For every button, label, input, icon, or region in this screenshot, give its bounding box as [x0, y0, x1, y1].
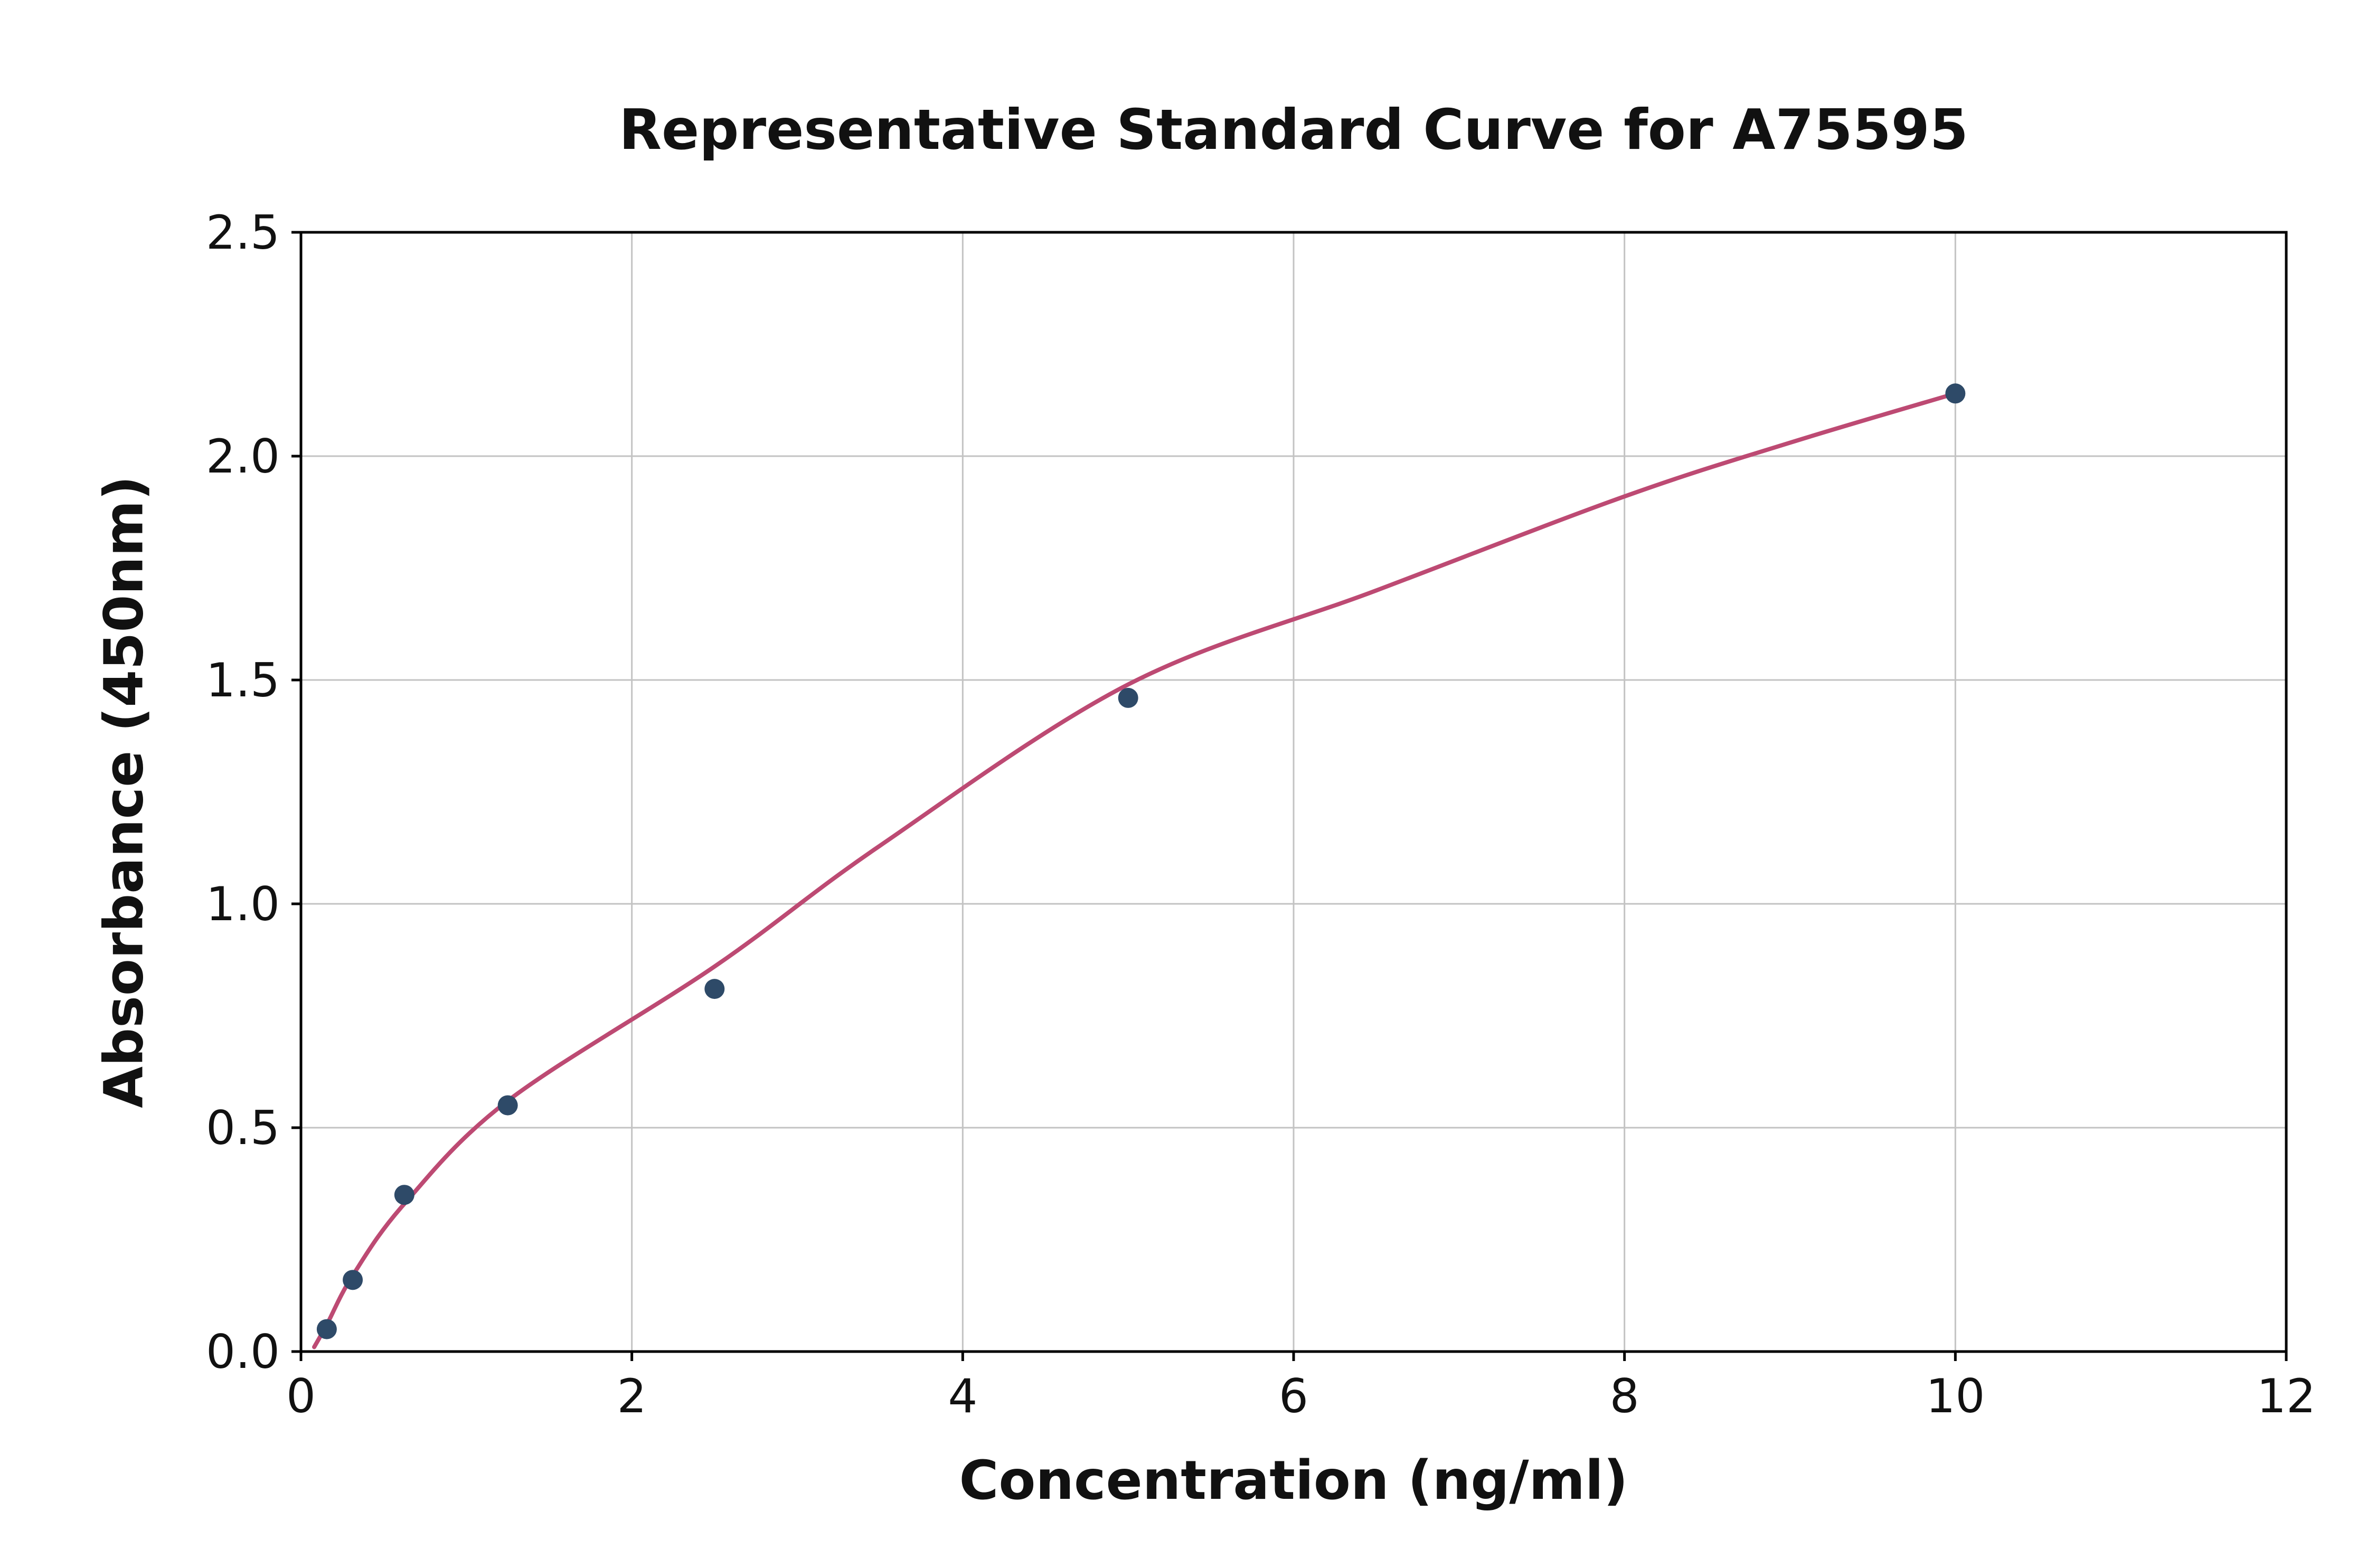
y-tick-label: 2.0 [206, 429, 280, 484]
x-tick-label: 8 [1610, 1369, 1639, 1423]
y-tick-label: 1.5 [206, 653, 280, 707]
y-tick-label: 1.0 [206, 877, 280, 931]
fit-curve [312, 391, 1958, 1349]
x-tick-label: 0 [286, 1369, 316, 1423]
data-point [1945, 383, 1966, 404]
x-tick-label: 2 [617, 1369, 647, 1423]
y-tick-label: 0.0 [206, 1325, 280, 1379]
x-tick-label: 6 [1279, 1369, 1308, 1423]
y-tick-label: 0.5 [206, 1101, 280, 1155]
data-point [704, 979, 725, 999]
data-point [394, 1185, 414, 1205]
data-point [1118, 687, 1138, 708]
x-tick-label: 10 [1926, 1369, 1985, 1423]
data-point [343, 1270, 363, 1290]
x-tick-label: 12 [2257, 1369, 2316, 1423]
chart-title: Representative Standard Curve for A75595 [619, 98, 1968, 162]
y-axis-label: Absorbance (450nm) [92, 476, 156, 1108]
data-point [316, 1319, 337, 1339]
y-tick-label: 2.5 [206, 205, 280, 260]
x-axis-label: Concentration (ng/ml) [959, 1449, 1628, 1512]
x-tick-label: 4 [948, 1369, 977, 1423]
data-point [497, 1095, 518, 1116]
